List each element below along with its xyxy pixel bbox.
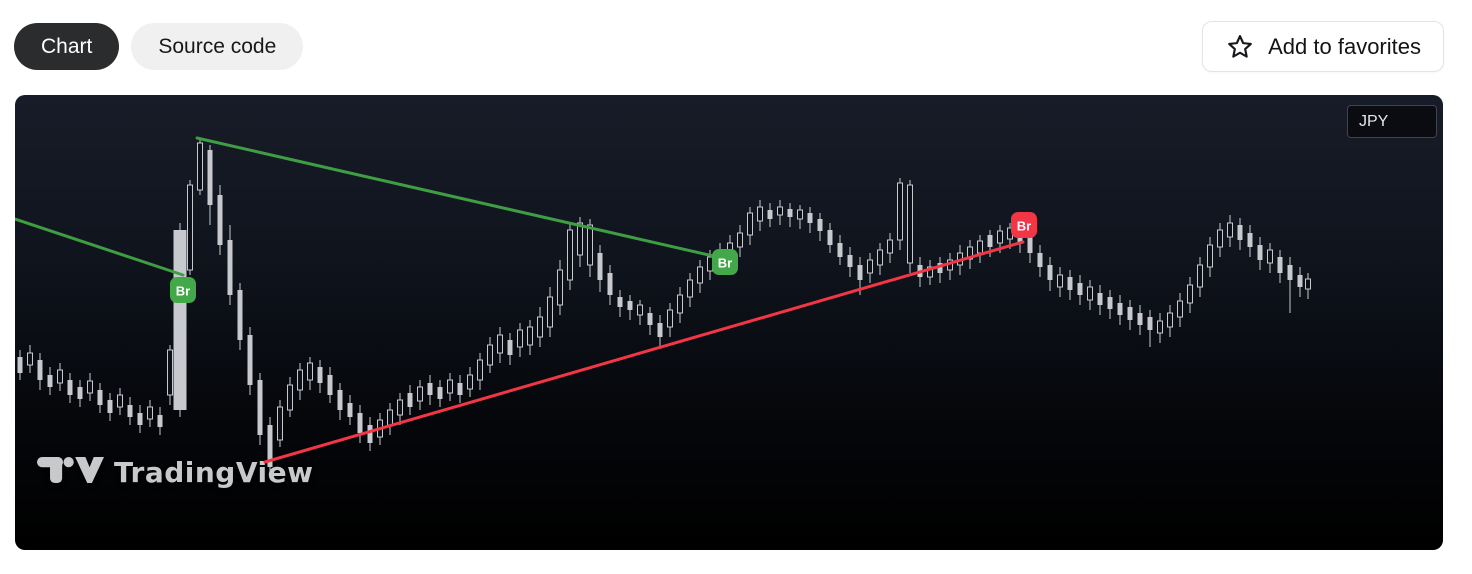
toolbar: Chart Source code Add to favorites [14,21,1444,72]
chart-panel: TradingView Br Br Br JPY [15,95,1443,550]
symbol-label: JPY [1359,112,1389,130]
breakout-badge[interactable] [1011,212,1037,238]
add-to-favorites-button[interactable]: Add to favorites [1202,21,1444,72]
star-icon [1225,32,1255,62]
svg-text:Br: Br [718,256,732,271]
tradingview-watermark: TradingView [37,455,313,490]
breakout-badge[interactable] [712,249,738,275]
tradingview-logo-icon [37,455,104,490]
price-chart[interactable]: Br Br Br [15,95,1443,550]
symbol-legend[interactable]: JPY [1347,105,1437,138]
watermark-text: TradingView [114,456,314,489]
breakout-badge[interactable] [170,277,196,303]
tab-chart[interactable]: Chart [14,23,120,70]
tab-source-code[interactable]: Source code [131,23,304,70]
add-to-favorites-label: Add to favorites [1268,33,1421,59]
svg-text:Br: Br [176,284,190,299]
svg-text:Br: Br [1017,219,1031,234]
